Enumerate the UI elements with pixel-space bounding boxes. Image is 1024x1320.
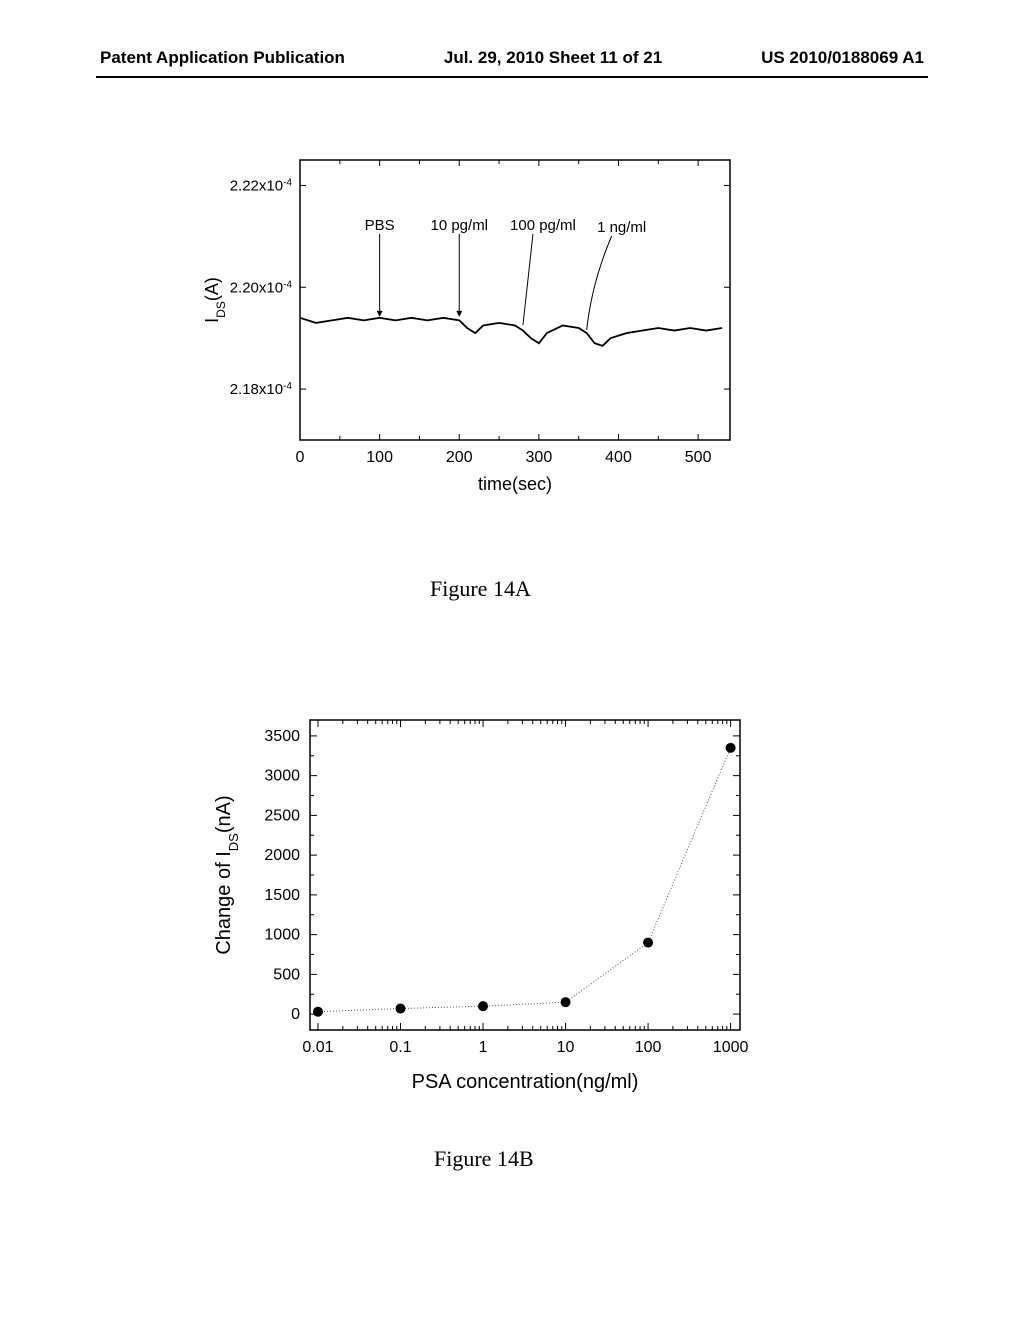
figure-14a-chart: 0 100 200 300 400 500 2.18x10-4 2.20x10-4 2.22x1… bbox=[200, 140, 750, 500]
svg-text:0.01: 0.01 bbox=[302, 1039, 333, 1056]
svg-text:1500: 1500 bbox=[264, 887, 300, 904]
svg-text:400: 400 bbox=[605, 449, 632, 466]
svg-text:300: 300 bbox=[526, 449, 553, 466]
page-header: Patent Application Publication Jul. 29, … bbox=[0, 48, 1024, 68]
svg-text:2.20x10-4: 2.20x10-4 bbox=[230, 279, 293, 297]
svg-text:0: 0 bbox=[291, 1006, 300, 1023]
svg-text:2.22x10-4: 2.22x10-4 bbox=[230, 177, 293, 195]
header-right: US 2010/0188069 A1 bbox=[761, 48, 924, 68]
svg-text:PSA concentration(ng/ml): PSA concentration(ng/ml) bbox=[412, 1071, 639, 1093]
svg-text:0.1: 0.1 bbox=[389, 1039, 411, 1056]
svg-text:1: 1 bbox=[479, 1039, 488, 1056]
svg-text:Change of IDS(nA): Change of IDS(nA) bbox=[213, 795, 241, 954]
svg-text:100: 100 bbox=[366, 449, 393, 466]
svg-text:500: 500 bbox=[685, 449, 712, 466]
svg-text:3000: 3000 bbox=[264, 768, 300, 785]
svg-text:3500: 3500 bbox=[264, 728, 300, 745]
svg-text:100 pg/ml: 100 pg/ml bbox=[510, 217, 576, 234]
svg-text:2.18x10-4: 2.18x10-4 bbox=[230, 381, 293, 399]
svg-text:200: 200 bbox=[446, 449, 473, 466]
svg-text:1000: 1000 bbox=[713, 1039, 749, 1056]
chart-a-svg: 0 100 200 300 400 500 2.18x10-4 2.20x10-4 2.22x1… bbox=[200, 140, 750, 500]
header-divider bbox=[96, 76, 928, 78]
header-left: Patent Application Publication bbox=[100, 48, 345, 68]
svg-text:PBS: PBS bbox=[365, 217, 395, 234]
figure-14a-caption: Figure 14A bbox=[430, 576, 531, 602]
svg-text:1000: 1000 bbox=[264, 927, 300, 944]
svg-text:1 ng/ml: 1 ng/ml bbox=[597, 219, 646, 236]
svg-text:10 pg/ml: 10 pg/ml bbox=[430, 217, 488, 234]
svg-text:time(sec): time(sec) bbox=[478, 474, 552, 494]
header-center: Jul. 29, 2010 Sheet 11 of 21 bbox=[444, 48, 662, 68]
figure-14b-chart: 0.01 0.1 1 10 100 1000 0 500 1000 1500 2000 2500 300… bbox=[200, 700, 760, 1100]
svg-text:10: 10 bbox=[557, 1039, 575, 1056]
chart-b-svg: 0.01 0.1 1 10 100 1000 0 500 1000 1500 2000 2500 300… bbox=[200, 700, 760, 1100]
svg-text:500: 500 bbox=[273, 966, 300, 983]
svg-text:0: 0 bbox=[296, 449, 305, 466]
svg-text:2000: 2000 bbox=[264, 847, 300, 864]
svg-text:IDS(A): IDS(A) bbox=[202, 277, 228, 323]
svg-text:2500: 2500 bbox=[264, 807, 300, 824]
figure-14b-caption: Figure 14B bbox=[434, 1146, 534, 1172]
svg-text:100: 100 bbox=[635, 1039, 662, 1056]
